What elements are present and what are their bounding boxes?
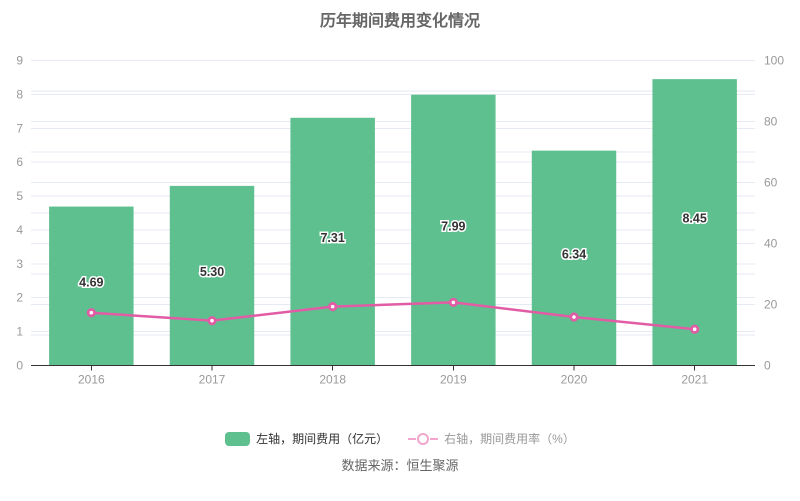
bar-series-swatch-icon bbox=[225, 431, 251, 446]
bar-value-label: 4.69 bbox=[79, 275, 103, 289]
x-axis-label-2016: 2016 bbox=[78, 373, 105, 387]
legend-item-line-series[interactable]: 右轴，期间费用率（%） bbox=[408, 430, 575, 447]
left-axis-label: 9 bbox=[16, 54, 23, 68]
line-point-2018[interactable] bbox=[328, 302, 338, 312]
legend-line-label: 右轴，期间费用率（%） bbox=[444, 432, 575, 446]
data-source-text: 数据来源：恒生聚源 bbox=[341, 458, 459, 473]
x-axis-label-2017: 2017 bbox=[199, 373, 226, 387]
bar-2021[interactable] bbox=[652, 79, 737, 366]
x-axis-label-2021: 2021 bbox=[681, 373, 708, 387]
bar-value-label: 5.30 bbox=[200, 265, 224, 279]
expense-rate-line[interactable] bbox=[91, 301, 695, 331]
right-axis-label: 20 bbox=[764, 298, 778, 312]
left-axis-label: 1 bbox=[16, 325, 23, 339]
right-axis-label: 80 bbox=[764, 115, 778, 129]
left-axis-label: 2 bbox=[16, 291, 23, 305]
bar-2016[interactable] bbox=[49, 206, 134, 366]
bar-2020[interactable] bbox=[531, 150, 617, 366]
right-axis-label: 100 bbox=[764, 54, 784, 68]
left-axis-label: 7 bbox=[16, 121, 23, 135]
x-axis-label-2020: 2020 bbox=[561, 373, 588, 387]
right-axis-label: 0 bbox=[764, 359, 771, 373]
line-point-2017[interactable] bbox=[207, 316, 217, 326]
line-point-2016[interactable] bbox=[86, 308, 96, 318]
x-axis-label-2019: 2019 bbox=[440, 373, 467, 387]
right-axis-label: 40 bbox=[764, 237, 778, 251]
line-point-2021[interactable] bbox=[690, 324, 700, 334]
left-axis-label: 0 bbox=[16, 359, 23, 373]
bar-2018[interactable] bbox=[290, 117, 375, 366]
line-point-2019[interactable] bbox=[448, 297, 458, 307]
right-axis-label: 60 bbox=[764, 176, 778, 190]
bar-value-label: 7.31 bbox=[320, 231, 344, 245]
bar-2017[interactable] bbox=[169, 185, 255, 366]
legend-item-bar-series[interactable]: 左轴，期间费用（亿元） bbox=[225, 430, 388, 447]
bar-2019[interactable] bbox=[411, 94, 496, 366]
left-axis-label: 6 bbox=[16, 155, 23, 169]
x-axis-label-2018: 2018 bbox=[319, 373, 346, 387]
chart-title: 历年期间费用变化情况 bbox=[319, 13, 480, 30]
legend: 左轴，期间费用（亿元） 右轴，期间费用率（%） bbox=[0, 430, 800, 447]
left-axis-label: 4 bbox=[16, 223, 23, 237]
bar-value-label: 6.34 bbox=[562, 247, 586, 261]
bar-value-label: 8.45 bbox=[682, 212, 706, 226]
left-axis-label: 5 bbox=[16, 189, 23, 203]
left-axis-label: 8 bbox=[16, 87, 23, 101]
left-axis-label: 3 bbox=[16, 257, 23, 271]
line-point-2020[interactable] bbox=[569, 312, 579, 322]
bar-value-label: 7.99 bbox=[441, 219, 465, 233]
line-series-marker-icon bbox=[408, 432, 439, 446]
legend-bar-label: 左轴，期间费用（亿元） bbox=[256, 432, 389, 446]
